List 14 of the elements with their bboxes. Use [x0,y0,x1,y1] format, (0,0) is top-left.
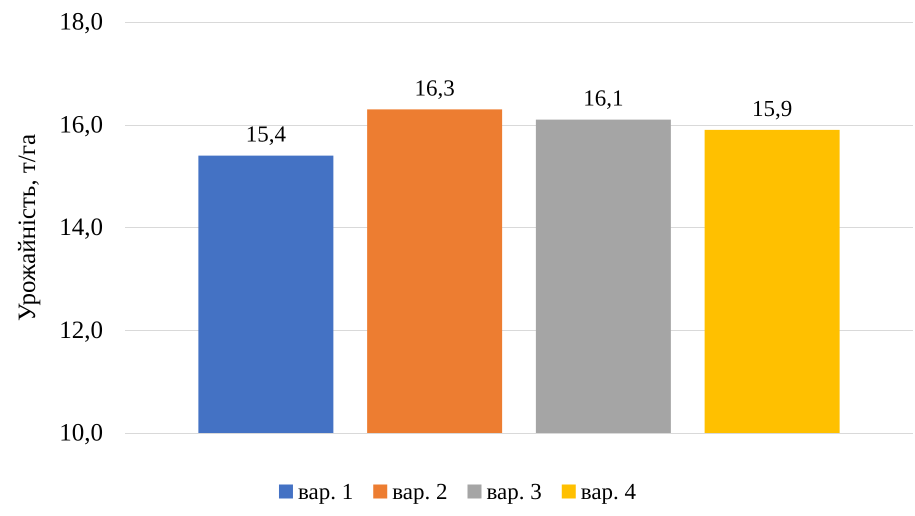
y-tick-label: 14,0 [59,214,103,241]
y-tick-label: 12,0 [59,316,103,344]
data-label: 16,1 [583,86,624,111]
y-axis-title: Урожайність, т/га [14,134,41,322]
y-tick-label: 18,0 [59,8,103,36]
legend-label: вар. 2 [392,479,448,504]
data-label: 15,9 [752,96,792,121]
data-label: 15,4 [246,122,286,147]
legend-label: вар. 1 [298,479,354,504]
y-tick-label: 10,0 [59,420,103,446]
data-label: 16,3 [414,75,455,100]
legend-label: вар. 4 [580,479,637,504]
legend-label: вар. 3 [486,479,542,504]
y-tick-label: 16,0 [59,111,103,138]
